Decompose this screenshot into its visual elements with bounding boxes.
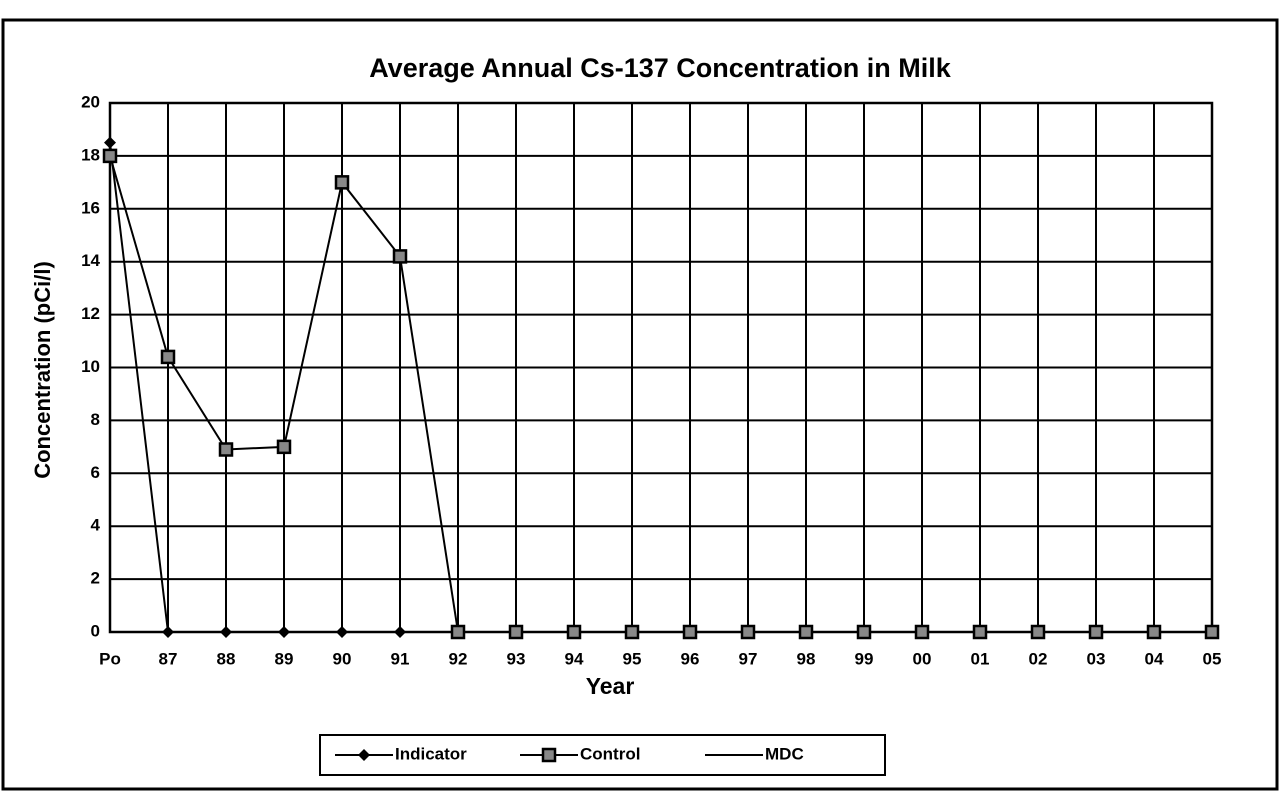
x-tick-label: 90	[333, 649, 352, 668]
chart-title: Average Annual Cs-137 Concentration in M…	[369, 53, 952, 83]
x-tick-label: 95	[623, 649, 642, 668]
square-marker	[1146, 624, 1162, 640]
y-axis-label: Concentration (pCi/l)	[30, 261, 55, 479]
square-marker	[276, 439, 292, 455]
square-marker	[914, 624, 930, 640]
x-axis-label: Year	[586, 673, 635, 699]
x-tick-label: 00	[913, 649, 932, 668]
diamond-marker	[220, 626, 232, 638]
x-tick-label: 97	[739, 649, 758, 668]
square-marker	[392, 249, 408, 264]
square-marker	[102, 148, 118, 164]
x-tick-label: 02	[1029, 649, 1048, 668]
square-marker	[972, 624, 988, 640]
x-tick-label: 89	[275, 649, 294, 668]
square-marker	[160, 349, 176, 365]
y-tick-label: 0	[91, 621, 100, 640]
series-line	[109, 155, 1212, 633]
y-tick-label: 4	[91, 516, 101, 535]
square-marker	[218, 442, 234, 457]
square-marker	[624, 624, 640, 640]
square-marker	[1204, 624, 1220, 640]
square-marker	[334, 175, 350, 190]
x-tick-label: Po	[99, 649, 121, 668]
x-tick-label: 88	[217, 649, 236, 668]
y-tick-label: 14	[81, 251, 100, 270]
diamond-marker	[358, 749, 370, 761]
legend-label: MDC	[765, 744, 804, 763]
y-tick-label: 8	[91, 410, 100, 429]
x-tick-label: 94	[565, 649, 584, 668]
y-tick-label: 20	[81, 92, 100, 111]
chart-border	[1, 18, 1279, 791]
legend-label: Indicator	[395, 744, 467, 763]
y-tick-label: 6	[91, 463, 100, 482]
x-tick-label: 87	[159, 649, 178, 668]
diamond-marker	[162, 626, 174, 638]
square-marker	[1088, 624, 1104, 640]
x-tick-label: 91	[391, 649, 410, 668]
y-tick-label: 2	[91, 569, 100, 588]
y-tick-label: 16	[81, 198, 100, 217]
legend-label: Control	[580, 744, 640, 763]
diamond-marker	[104, 136, 116, 149]
y-tick-label: 12	[81, 304, 100, 323]
square-marker	[450, 624, 466, 640]
square-marker	[856, 624, 872, 640]
square-marker	[1030, 624, 1046, 640]
x-tick-label: 98	[797, 649, 816, 668]
diamond-marker	[394, 626, 406, 638]
square-marker	[541, 747, 557, 763]
x-tick-label: 05	[1203, 649, 1222, 668]
square-marker	[508, 624, 524, 640]
y-tick-label: 10	[81, 357, 100, 376]
x-tick-label: 92	[449, 649, 468, 668]
legend-box	[319, 734, 886, 776]
x-tick-label: 01	[971, 649, 990, 668]
x-tick-label: 93	[507, 649, 526, 668]
x-tick-label: 96	[681, 649, 700, 668]
square-marker	[740, 624, 756, 640]
x-tick-label: 04	[1145, 649, 1164, 668]
diamond-marker	[278, 626, 290, 638]
square-marker	[798, 624, 814, 640]
diamond-marker	[336, 626, 348, 638]
square-marker	[682, 624, 698, 640]
x-tick-label: 99	[855, 649, 874, 668]
y-tick-label: 18	[81, 145, 100, 164]
x-tick-label: 03	[1087, 649, 1106, 668]
square-marker	[566, 624, 582, 640]
